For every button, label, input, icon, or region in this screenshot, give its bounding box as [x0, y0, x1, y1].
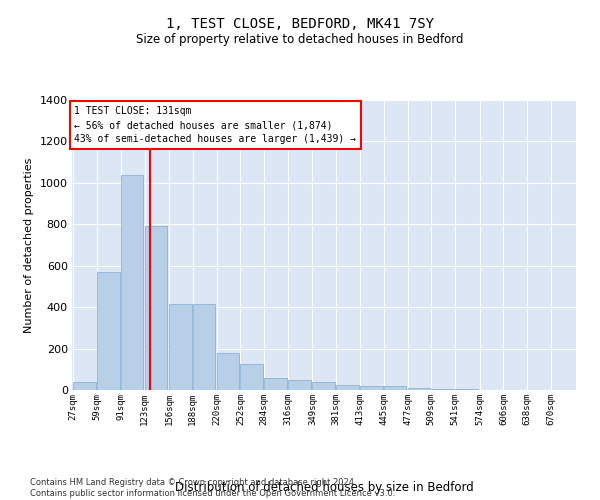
Text: 1, TEST CLOSE, BEDFORD, MK41 7SY: 1, TEST CLOSE, BEDFORD, MK41 7SY [166, 18, 434, 32]
Bar [336, 385, 359, 390]
Text: Contains HM Land Registry data © Crown copyright and database right 2024.
Contai: Contains HM Land Registry data © Crown c… [30, 478, 395, 498]
Bar [97, 272, 119, 390]
Bar [73, 382, 96, 390]
Bar [145, 226, 167, 390]
Bar [455, 389, 478, 390]
Text: 1 TEST CLOSE: 131sqm
← 56% of detached houses are smaller (1,874)
43% of semi-de: 1 TEST CLOSE: 131sqm ← 56% of detached h… [74, 106, 356, 144]
Bar [360, 386, 383, 390]
Bar [121, 174, 143, 390]
Bar [217, 352, 239, 390]
Bar [313, 382, 335, 390]
Bar [407, 388, 430, 390]
X-axis label: Distribution of detached houses by size in Bedford: Distribution of detached houses by size … [175, 480, 473, 494]
Bar [384, 386, 406, 390]
Bar [288, 380, 311, 390]
Bar [431, 389, 454, 390]
Bar [241, 364, 263, 390]
Bar [169, 304, 191, 390]
Y-axis label: Number of detached properties: Number of detached properties [24, 158, 34, 332]
Bar [193, 304, 215, 390]
Text: Size of property relative to detached houses in Bedford: Size of property relative to detached ho… [136, 32, 464, 46]
Bar [264, 378, 287, 390]
